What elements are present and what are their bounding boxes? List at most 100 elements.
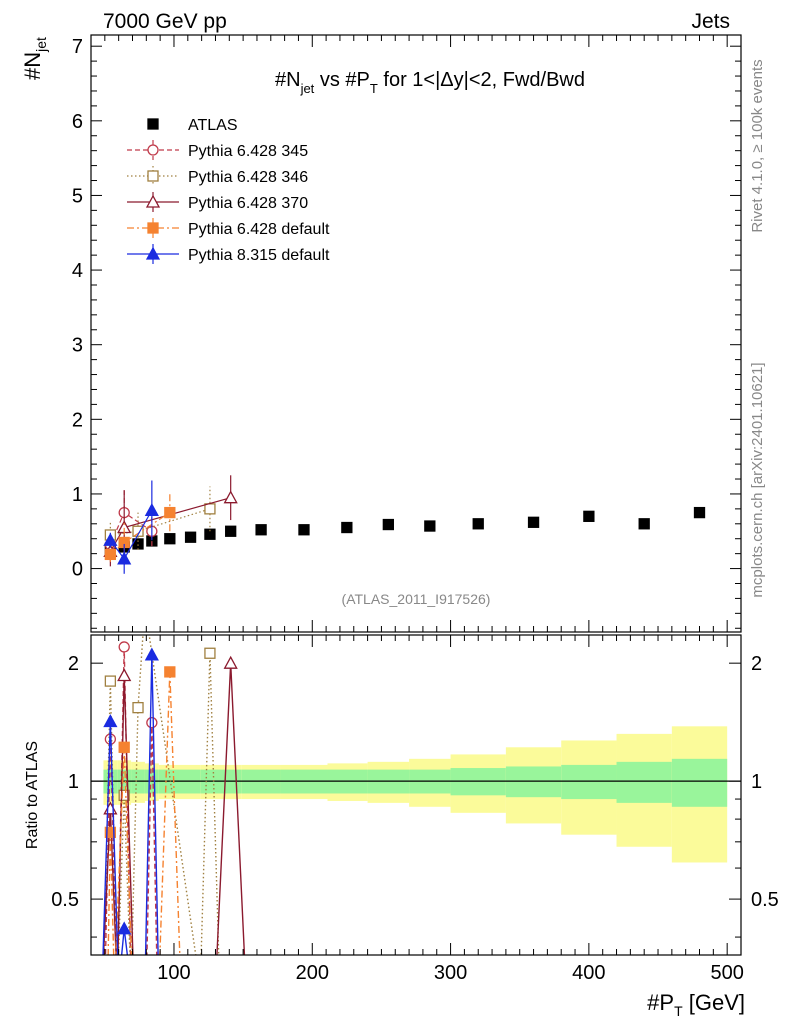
legend-label: Pythia 6.428 default [188,221,330,238]
data-point [527,516,540,528]
ratio-point [144,647,159,661]
y-tick-label: 4 [72,260,83,282]
ratio-point [104,826,117,839]
ratio-point [132,701,144,714]
legend-label: Pythia 6.428 346 [188,169,308,186]
uncertainty-band-inner [561,764,617,800]
header-analysis-label: Jets [691,10,730,33]
ratio-y-tick-label: 2 [68,653,79,675]
series-atlas [104,506,706,555]
ratio-point [118,789,130,801]
data-point [204,528,216,540]
y-tick-label: 1 [72,484,83,506]
data-point [104,548,117,561]
data-point [583,510,595,522]
main-panel-plot-area [103,475,706,574]
ratio-point [223,655,238,669]
header-energy-label: 7000 GeV pp [103,10,227,33]
legend-entry: Pythia 8.315 default [127,244,330,264]
main-panel-frame [90,34,742,633]
analysis-id-watermark: (ATLAS_2011_I917526) [342,591,491,607]
x-tick-label: 500 [710,962,743,984]
x-axis-label: #PT [GeV] [647,990,745,1019]
y-tick-label: 2 [72,409,83,431]
ratio-y-tick-label-right: 0.5 [751,889,779,911]
series-line [110,508,211,536]
uncertainty-band-inner [505,766,562,798]
legend: ATLAS Pythia 6.428 345 Pythia 6.428 346 Pyt… [127,117,330,264]
data-point [103,532,118,546]
legend-marker [145,194,161,208]
data-point [638,518,650,530]
data-point [298,524,310,536]
ratio-point [118,741,130,753]
data-point [424,520,436,532]
ratio-point [118,641,130,653]
data-point [144,503,159,517]
legend-marker [147,144,159,156]
ratio-y-tick-label: 1 [68,771,79,793]
data-point [693,506,706,519]
mcplots-credit-label: mcplots.cern.ch [arXiv:2401.10621] [749,362,766,597]
legend-label: Pythia 6.428 370 [188,195,308,212]
ratio-point [146,717,158,729]
y-tick-label: 6 [72,111,83,133]
ratio-point [204,647,216,659]
ratio-point [117,668,132,682]
ratio-panel-axes: 100 200 300 400 500 0.5 0.5 1 1 2 2 [51,635,779,984]
legend-entry: Pythia 6.428 default [127,218,330,238]
rivet-version-label: Rivet 4.1.0, ≥ 100k events [749,59,766,232]
ratio-line [102,654,159,955]
ratio-series-pythia-8-315-default [102,647,159,955]
data-point [132,525,144,537]
x-tick-label: 200 [296,962,329,984]
ratio-point [164,666,176,678]
ratio-point [117,921,132,935]
ratio-y-tick-label-right: 1 [751,771,762,793]
uncertainty-band-inner [616,761,672,803]
y-tick-label: 3 [72,335,83,357]
legend-entry: Pythia 6.428 346 [127,166,308,186]
series-pythia-6-428-default [104,493,176,565]
main-panel-ylabel: #Njet [20,37,49,80]
ratio-panel-frame [90,634,742,956]
ratio-line [102,663,246,955]
data-point [382,518,394,531]
data-point [223,490,238,504]
x-tick-label: 100 [157,962,190,984]
data-point [472,518,484,530]
uncertainty-band-inner [671,758,728,807]
ratio-point [104,675,117,687]
legend-entry: ATLAS [147,117,238,134]
legend-label: Pythia 6.428 345 [188,143,308,160]
data-point [164,506,176,519]
ratio-series-pythia-6-428-346 [103,635,220,955]
legend-marker [147,222,159,234]
ratio-line [107,671,181,955]
data-point [164,533,176,545]
data-point [117,551,132,565]
data-point [204,503,216,515]
data-point [341,521,353,534]
ratio-panel-ylabel: Ratio to ATLAS [24,741,41,849]
x-tick-label: 300 [434,962,467,984]
y-tick-label: 0 [72,559,83,581]
ratio-y-tick-label: 0.5 [51,889,79,911]
main-panel-axes: 0 1 2 3 4 5 6 7 [72,35,741,632]
ratio-y-tick-label-right: 2 [751,653,762,675]
ratio-point [103,714,118,728]
legend-marker [147,170,159,182]
y-tick-label: 5 [72,185,83,207]
legend-entry: Pythia 6.428 345 [127,140,308,160]
data-point [255,524,267,536]
legend-marker [145,246,161,260]
y-tick-label: 7 [72,36,83,58]
ratio-panel-plot-area [91,635,741,955]
legend-label: Pythia 8.315 default [188,247,330,264]
series-pythia-8-315-default [103,480,159,574]
data-point [184,531,197,543]
legend-label: ATLAS [188,117,238,134]
x-tick-label: 400 [572,962,605,984]
ratio-series-pythia-6-428-default [104,666,181,955]
